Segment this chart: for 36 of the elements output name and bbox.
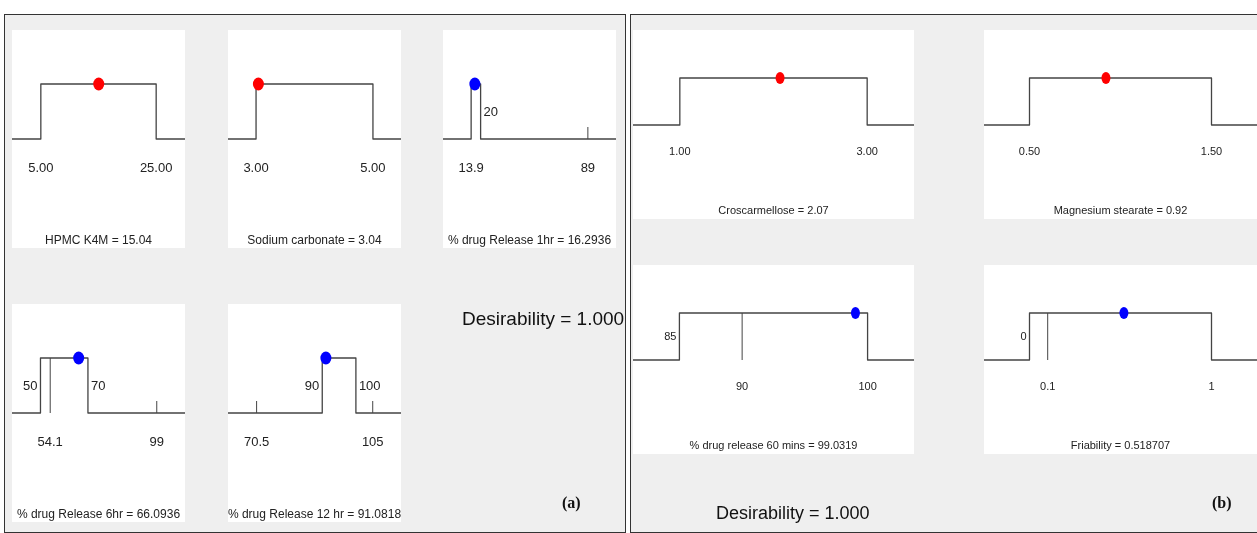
annotation: 85 [664, 330, 677, 343]
x-tick-label: 3.00 [243, 160, 269, 175]
x-axis-title: % drug Release 1hr = 16.2936 [447, 233, 612, 247]
x-tick-label: 99 [149, 434, 164, 449]
x-axis-title: % drug release 60 mins = 99.0319 [689, 439, 858, 451]
x-axis-title: Croscarmellose = 2.07 [718, 204, 829, 216]
x-axis-title: Magnesium stearate = 0.92 [1053, 204, 1188, 216]
x-tick-label: 54.1 [37, 434, 63, 449]
x-tick-label: 89 [580, 160, 596, 175]
x-tick-label: 1.00 [669, 145, 691, 157]
x-tick-label: 5.00 [360, 160, 386, 175]
x-tick-label: 0.50 [1018, 145, 1041, 157]
x-tick-label: 90 [736, 380, 749, 392]
x-tick-label: 0.1 [1040, 380, 1056, 392]
x-tick-label: 105 [361, 434, 384, 449]
annotation: 20 [483, 104, 499, 120]
text: Desirability = 1.000 [462, 308, 625, 330]
x-tick-label: 5.00 [28, 160, 54, 175]
x-axis-title: Friability = 0.518707 [1070, 439, 1171, 451]
annotation: 50 [23, 378, 38, 394]
x-tick-label: 1.50 [1200, 145, 1223, 157]
annotation: 70 [90, 378, 106, 394]
x-axis-title: Sodium carbonate = 3.04 [247, 233, 383, 247]
x-axis-title: % drug Release 6hr = 66.0936 [16, 507, 181, 521]
text: (b) [1212, 494, 1232, 512]
x-tick-label: 70.5 [243, 434, 270, 449]
text: (a) [562, 494, 581, 512]
x-tick-label: 1 [1208, 380, 1215, 392]
x-tick-label: 13.9 [458, 160, 484, 175]
annotation: 0 [1020, 330, 1027, 343]
text: Desirability = 1.000 [716, 503, 870, 524]
x-axis-title: HPMC K4M = 15.04 [44, 233, 153, 247]
x-tick-label: 100 [858, 380, 877, 392]
x-axis-title: % drug Release 12 hr = 91.0818 [227, 507, 402, 521]
x-tick-label: 3.00 [856, 145, 878, 157]
x-tick-label: 25.00 [139, 160, 173, 175]
